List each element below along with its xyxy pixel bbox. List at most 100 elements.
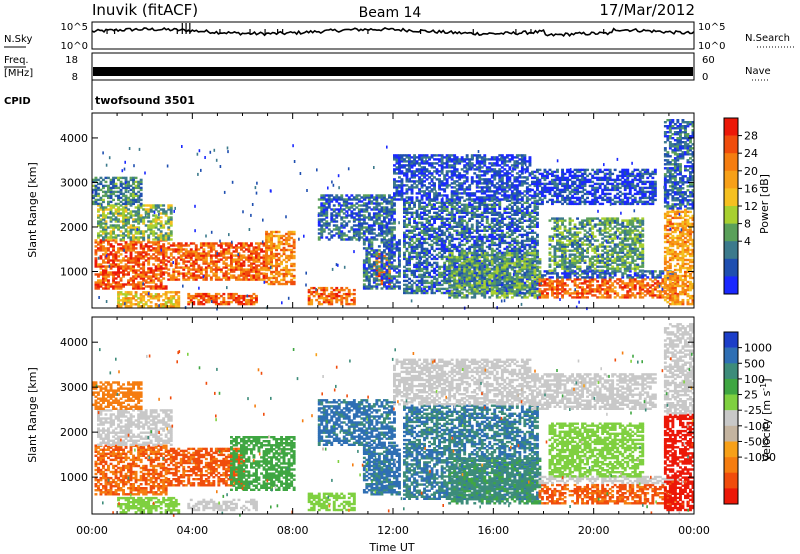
power-cell — [390, 216, 394, 219]
power-cell — [139, 267, 143, 270]
power-cell — [463, 268, 467, 271]
power-cell — [127, 220, 130, 223]
power-cell — [262, 260, 266, 263]
power-cell — [147, 228, 151, 231]
power-cell — [508, 266, 512, 269]
power-cell — [270, 234, 273, 238]
power-cell — [237, 302, 241, 306]
power-cell — [139, 295, 143, 298]
power-cell — [455, 258, 459, 261]
power-cell — [124, 206, 128, 209]
power-cell — [388, 210, 391, 213]
power-cell — [167, 232, 171, 235]
power-cell — [345, 198, 349, 201]
power-cell — [240, 256, 243, 259]
power-cell — [112, 259, 115, 262]
power-cell — [428, 233, 431, 237]
power-cell — [315, 298, 319, 302]
power-cell — [104, 232, 108, 235]
power-cell — [172, 272, 176, 275]
power-cell — [287, 248, 291, 252]
power-cell — [398, 285, 401, 288]
power-cell — [395, 245, 399, 248]
power-cell — [102, 269, 105, 272]
power-cell — [455, 270, 459, 273]
power-cell — [531, 219, 534, 222]
power-cell — [162, 305, 166, 308]
power-cell — [340, 196, 344, 199]
power-cell — [390, 267, 394, 270]
power-cell — [443, 243, 447, 247]
power-cell — [164, 247, 168, 250]
power-cell — [169, 216, 173, 219]
power-cell — [337, 230, 341, 233]
power-cell — [102, 287, 105, 290]
power-cell — [385, 279, 389, 282]
power-cell — [488, 280, 492, 283]
power-cell — [317, 224, 321, 227]
power-cell — [495, 270, 499, 273]
power-cell — [493, 280, 497, 283]
power-cell — [385, 281, 389, 284]
power-cell — [169, 244, 173, 247]
power-cell — [224, 276, 228, 279]
power-cell — [468, 274, 472, 277]
power-cell — [420, 273, 424, 277]
power-cell — [167, 234, 171, 237]
power-cell — [375, 285, 379, 288]
power-cell — [142, 257, 146, 260]
power-cell — [478, 274, 482, 277]
power-cell — [468, 217, 472, 220]
power-cell — [390, 247, 394, 250]
power-cell — [500, 268, 504, 271]
power-cell — [420, 205, 424, 208]
power-cell — [117, 303, 120, 306]
power-cell — [340, 230, 344, 233]
power-cell — [475, 252, 479, 255]
power-cell — [124, 224, 128, 227]
power-cell — [250, 256, 253, 259]
power-cell — [495, 199, 499, 202]
power-cell — [199, 266, 203, 269]
power-cell — [335, 232, 339, 235]
power-cell — [167, 272, 171, 275]
power-cell — [455, 261, 459, 265]
power-cell — [204, 292, 208, 296]
power-cell — [157, 218, 161, 221]
power-cell — [383, 198, 386, 201]
power-cell — [463, 237, 467, 241]
power-cell — [360, 214, 364, 217]
power-cell — [99, 196, 103, 200]
power-cell — [365, 236, 369, 239]
power-cell — [488, 233, 492, 237]
power-cell — [531, 241, 534, 245]
power-cell — [380, 228, 384, 231]
power-cell — [520, 266, 524, 269]
power-cell — [134, 295, 138, 298]
power-cell — [533, 237, 537, 241]
power-cell — [390, 232, 394, 235]
power-cell — [380, 206, 384, 209]
power-cell — [117, 275, 120, 278]
power-cell — [159, 285, 163, 288]
power-cell — [222, 296, 226, 300]
power-cell — [375, 208, 379, 211]
power-cell — [292, 254, 296, 258]
power-cell — [380, 257, 384, 260]
power-cell — [164, 263, 168, 266]
power-cell — [107, 208, 110, 211]
power-cell — [235, 276, 238, 279]
power-cell — [388, 268, 391, 272]
power-cell — [430, 205, 434, 208]
power-cell — [322, 224, 326, 227]
power-cell — [498, 243, 502, 247]
power-cell — [102, 265, 105, 268]
power-cell — [390, 265, 394, 268]
power-cell — [129, 269, 133, 272]
power-cell — [157, 238, 161, 241]
power-cell — [525, 201, 529, 204]
power-cell — [493, 261, 497, 265]
power-cell — [194, 244, 198, 247]
power-cell — [230, 256, 233, 259]
power-cell — [129, 210, 133, 213]
